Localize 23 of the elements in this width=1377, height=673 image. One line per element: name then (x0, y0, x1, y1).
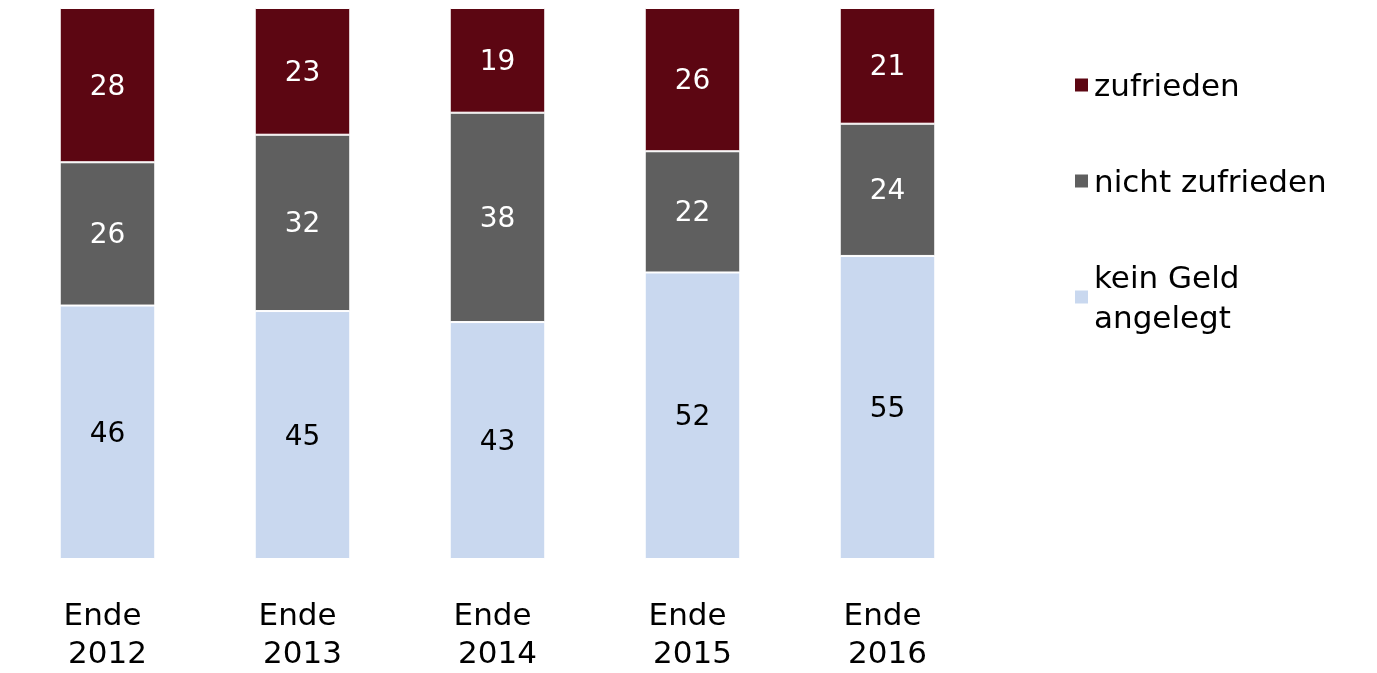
data-label: 26 (674, 63, 711, 97)
legend-label: zufrieden (1094, 67, 1240, 103)
data-label: 43 (479, 424, 516, 458)
data-label: 19 (479, 43, 516, 77)
data-label: 26 (89, 217, 126, 251)
x-tick-label: Ende 2013 (258, 596, 347, 670)
data-label: 21 (869, 49, 906, 83)
x-tick-label: Ende 2016 (843, 596, 932, 670)
data-label: 38 (479, 200, 516, 234)
data-label: 32 (284, 206, 321, 240)
data-label: 24 (869, 173, 906, 207)
data-label: 22 (674, 195, 711, 229)
data-label: 52 (674, 399, 711, 433)
x-tick-label: Ende 2015 (648, 596, 737, 670)
data-label: 23 (284, 54, 321, 88)
data-label: 45 (284, 418, 321, 452)
x-tick-label: Ende 2012 (63, 596, 152, 670)
legend-label: kein Geld angelegt (1094, 259, 1250, 335)
data-label: 55 (869, 390, 906, 424)
x-tick-label: Ende 2014 (453, 596, 542, 670)
data-label: 28 (89, 68, 126, 102)
data-label: 46 (89, 415, 126, 449)
legend-label: nicht zufrieden (1094, 163, 1327, 199)
